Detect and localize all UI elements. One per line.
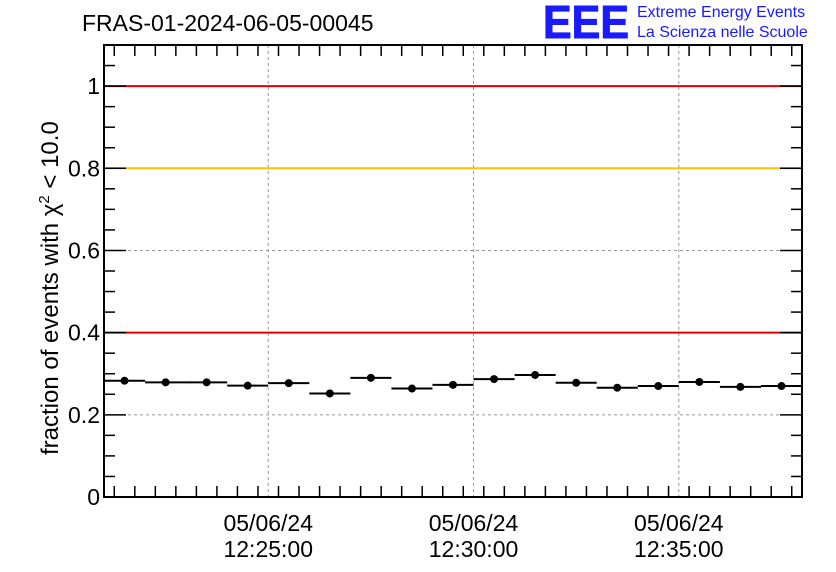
data-point bbox=[777, 382, 786, 391]
data-point bbox=[407, 384, 416, 393]
gridlines bbox=[104, 45, 802, 497]
logo-letters: EEE bbox=[543, 0, 629, 44]
x-tick-label-date: 05/06/24 bbox=[634, 510, 724, 536]
data-point bbox=[449, 380, 457, 389]
data-point bbox=[531, 370, 540, 379]
x-tick-label-time: 12:35:00 bbox=[634, 536, 724, 562]
logo-line-2: La Scienza nelle Scuole bbox=[637, 24, 808, 41]
data-point bbox=[325, 389, 334, 398]
data-point bbox=[736, 382, 745, 391]
eee-logo: EEE bbox=[543, 0, 630, 44]
data-point bbox=[695, 377, 704, 386]
x-tick-label-date: 05/06/24 bbox=[223, 510, 313, 536]
data-point bbox=[613, 383, 622, 392]
x-tick-label-time: 12:25:00 bbox=[223, 536, 313, 562]
data-point bbox=[654, 382, 663, 391]
y-axis-label-prefix: fraction of events with χ bbox=[37, 203, 64, 455]
data-point bbox=[572, 378, 581, 387]
data-point bbox=[120, 376, 129, 385]
x-tick-label-date: 05/06/24 bbox=[429, 510, 519, 536]
x-axis: 05/06/2412:25:0005/06/2412:30:0005/06/24… bbox=[113, 45, 793, 562]
data-point bbox=[243, 381, 252, 390]
x-tick-label-time: 12:30:00 bbox=[429, 536, 519, 562]
chart-title: FRAS-01-2024-06-05-00045 bbox=[82, 10, 374, 36]
reference-lines bbox=[104, 85, 802, 334]
plot-frame bbox=[103, 44, 803, 498]
data-point bbox=[284, 379, 293, 388]
data-point bbox=[490, 375, 499, 384]
y-axis: 0 0.2 0.4 0.6 0.8 1 bbox=[68, 44, 802, 510]
y-axis-label: fraction of events with χ2 < 10.0 bbox=[36, 121, 65, 455]
data-point bbox=[202, 378, 211, 387]
y-axis-label-sup: 2 bbox=[36, 195, 53, 204]
y-tick-label: 0.2 bbox=[68, 402, 100, 428]
data-point bbox=[161, 378, 170, 387]
y-tick-label: 0.4 bbox=[68, 320, 100, 346]
y-tick-label: 0.8 bbox=[68, 155, 100, 181]
data-point bbox=[366, 373, 375, 382]
y-tick-label: 0 bbox=[87, 484, 100, 510]
logo-line-1: Extreme Energy Events bbox=[637, 4, 806, 21]
data-series bbox=[104, 370, 802, 398]
y-axis-label-suffix: < 10.0 bbox=[37, 121, 64, 196]
y-tick-label: 1 bbox=[87, 73, 100, 99]
y-tick-label: 0.6 bbox=[68, 237, 100, 263]
